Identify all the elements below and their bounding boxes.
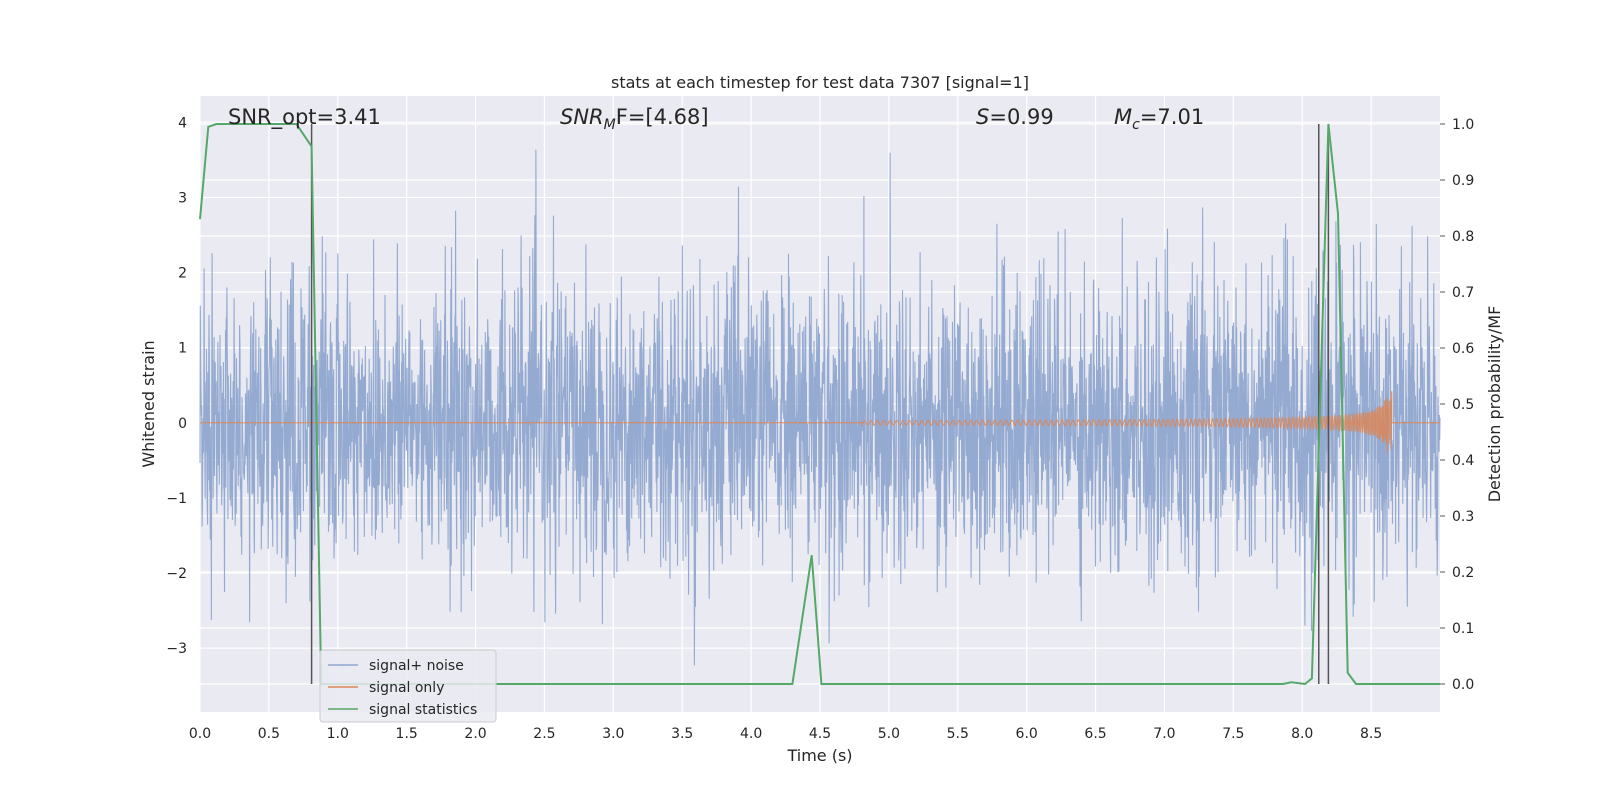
y2-tick-label: 0.0 [1452,677,1474,693]
annotation-snr-mf: SNRMF=[4.68] [560,105,709,133]
annotation-mc-sub: c [1132,117,1140,133]
y2-tick-label: 0.6 [1452,341,1474,357]
y2-tick-label: 0.1 [1452,621,1474,637]
x-tick-label: 1.5 [396,726,418,742]
x-tick-label: 3.5 [671,726,693,742]
x-tick-label: 0.5 [258,726,280,742]
y2-tick-label: 0.9 [1452,173,1474,189]
x-tick-label: 3.0 [602,726,624,742]
y2-tick-label: 0.4 [1452,453,1474,469]
annotation-snr-mf-rest: F=[4.68] [616,105,709,129]
chart-title: stats at each timestep for test data 730… [611,73,1029,92]
x-tick-label: 7.5 [1222,726,1244,742]
annotation-mc-main: M [1114,105,1132,129]
y2-tick-label: 0.3 [1452,509,1474,525]
x-tick-label: 8.5 [1360,726,1382,742]
y2-tick-label: 0.2 [1452,565,1474,581]
vertical-lines [310,124,1330,684]
legend-label-signal-only: signal only [369,680,444,696]
x-tick-label: 2.0 [464,726,486,742]
x-tick-label: 5.0 [878,726,900,742]
x-tick-label: 0.0 [189,726,211,742]
signal-statistics-series [199,123,1440,686]
x-tick-label: 5.5 [947,726,969,742]
annotation-snr-opt: SNR_opt=3.41 [228,105,381,130]
annotation-snr-mf-sub: M [604,117,616,133]
x-tick-label: 4.5 [809,726,831,742]
x-axis-label: Time (s) [786,746,852,765]
annotation-mc: Mc=7.01 [1114,105,1204,133]
annotation-s-main: S [976,105,989,129]
x-tick-label: 6.0 [1016,726,1038,742]
x-tick-label: 1.0 [327,726,349,742]
y-tick-label: 2 [178,266,187,282]
y-axis-label: Whitened strain [139,340,158,467]
annotation-s-rest: =0.99 [989,105,1053,129]
signal-only-series [200,391,1440,453]
annotation-mc-rest: =7.01 [1140,105,1204,129]
y-tick-label: 1 [178,341,187,357]
x-tick-label: 4.0 [740,726,762,742]
annotation-snr-mf-main: SNR [560,105,604,129]
x-tick-label: 6.5 [1084,726,1106,742]
y-tick-labels: 4 3 2 1 0 −1 −2 −3 [166,115,187,657]
y-tick-label: −2 [166,566,187,582]
x-tick-labels: 0.0 0.5 1.0 1.5 2.0 2.5 3.0 3.5 4.0 4.5 5.0 5.5 6.0 6… [189,726,1382,742]
y2-tick-labels: 1.0 0.9 0.8 0.7 0.6 0.5 0.4 0.3 0.2 0.1 0.0 [1440,117,1474,693]
y-tick-label: 4 [178,115,187,131]
annotation-s: S=0.99 [976,105,1054,129]
y2-tick-label: 1.0 [1452,117,1474,133]
signal-statistics-line [199,123,1440,686]
legend-box [319,649,497,723]
signal-noise-line [199,149,1441,666]
legend: signal+ noise signal only signal statist… [319,649,497,723]
x-tick-label: 2.5 [533,726,555,742]
y2-tick-label: 0.7 [1452,285,1474,301]
y2-tick-label: 0.8 [1452,229,1474,245]
signal-only-line [200,391,1440,453]
y-tick-label: −3 [166,641,187,657]
signal-noise-series [199,149,1441,666]
y-tick-label: −1 [166,491,187,507]
y-tick-label: 3 [178,190,187,206]
y2-tick-label: 0.5 [1452,397,1474,413]
y2-axis-label: Detection probability/MF [1485,306,1504,503]
x-tick-label: 8.0 [1291,726,1313,742]
legend-label-signal-statistics: signal statistics [369,702,477,718]
x-tick-label: 7.0 [1153,726,1175,742]
legend-label-signal-noise: signal+ noise [369,658,464,674]
y-tick-label: 0 [178,416,187,432]
